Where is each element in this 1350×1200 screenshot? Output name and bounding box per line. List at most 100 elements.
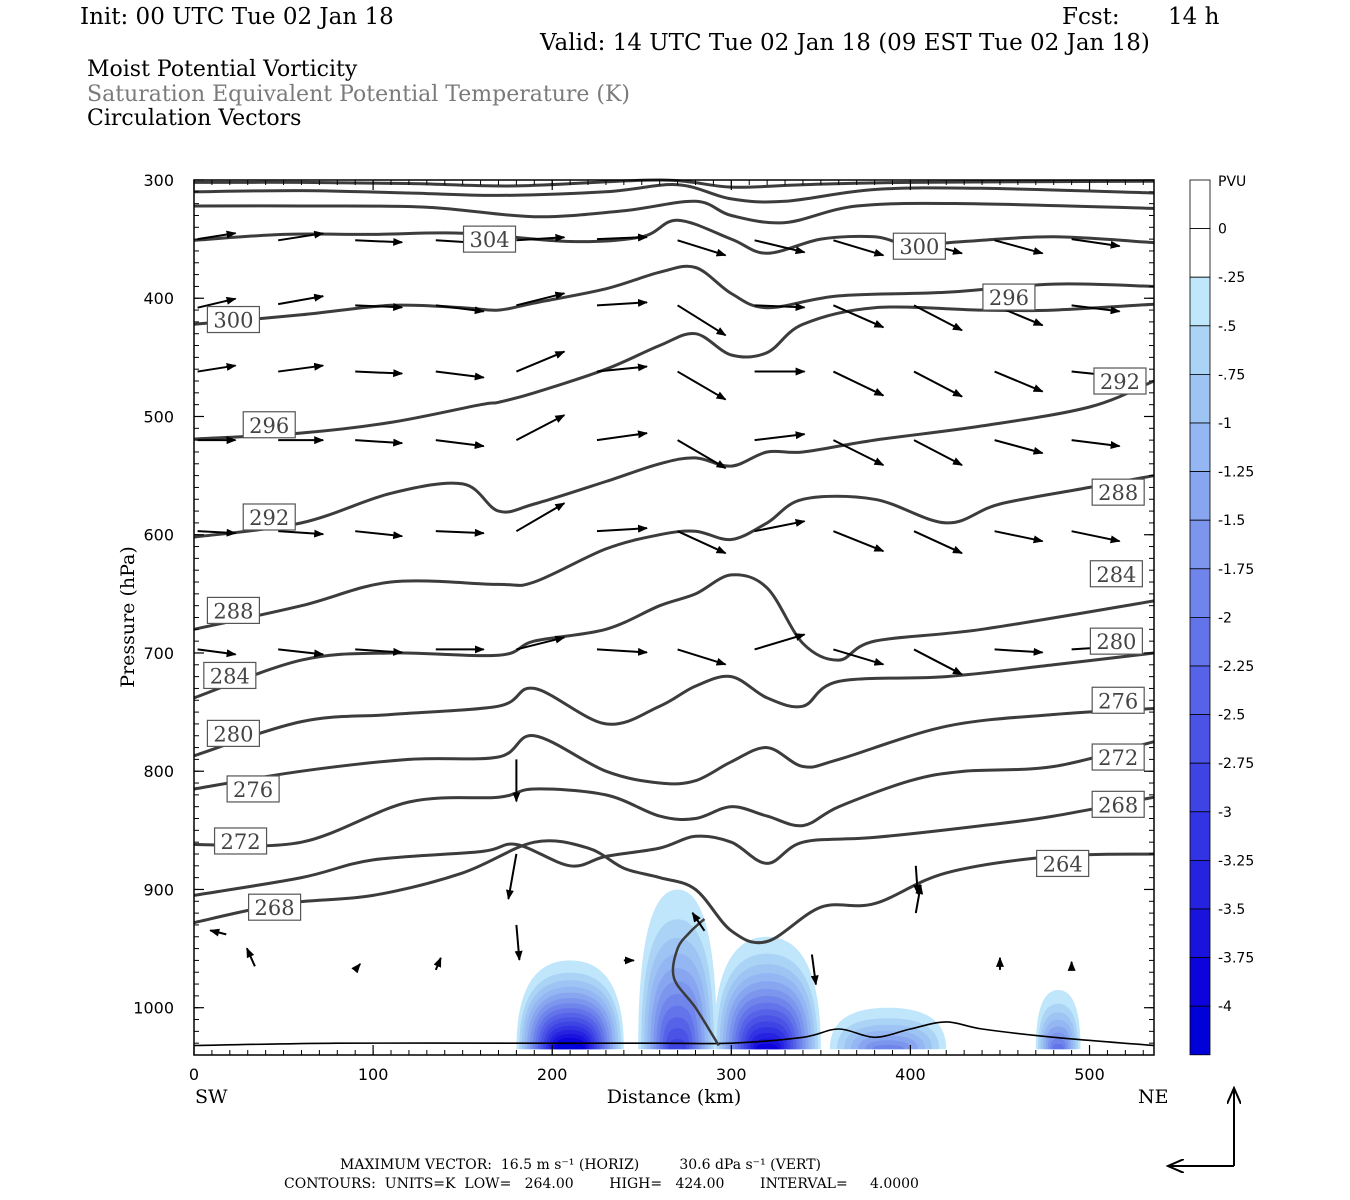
colorbar-label: -1: [1218, 416, 1232, 432]
isentrope-label: 264: [1036, 849, 1090, 878]
isentrope-label: 284: [203, 661, 257, 690]
isentrope-label: 296: [982, 283, 1036, 311]
colorbar-label: -1.25: [1218, 465, 1254, 481]
isentrope-label-text: 292: [1100, 370, 1140, 394]
isentrope-label-box: [1089, 627, 1143, 655]
isentrope-label: 292: [1093, 367, 1147, 395]
colorbar-swatch: [1189, 811, 1211, 861]
colorbar-unit: PVU: [1218, 174, 1246, 190]
isentrope-label: 272: [1091, 743, 1145, 771]
circulation-vector: [516, 233, 566, 242]
circulation-vector: [278, 230, 325, 242]
circulation-vector: [677, 648, 727, 666]
x-axis-label: Distance (km): [606, 1086, 742, 1108]
forecast-hour: 14 h: [1168, 4, 1220, 30]
valid-time: Valid: 14 UTC Tue 02 Jan 18 (09 EST Tue …: [540, 30, 1150, 56]
mpv-region: [516, 960, 624, 1050]
colorbar-swatch: [1189, 568, 1211, 618]
circulation-vector: [914, 884, 924, 914]
isentrope-label-box: [892, 232, 946, 260]
y-tick-label: 900: [143, 880, 174, 899]
isentrope-line: [193, 218, 1155, 255]
isentrope-label: 280: [206, 719, 261, 747]
colorbar-label: -2.75: [1218, 756, 1254, 772]
x-tick-label: 0: [189, 1065, 199, 1084]
isentrope-label: 268: [247, 893, 302, 921]
colorbar-label: -3.25: [1218, 853, 1254, 869]
circulation-vector: [994, 530, 1044, 544]
isentrope-label-box: [247, 893, 302, 921]
circulation-vector: [209, 928, 227, 937]
isentrope-label-text: 264: [1043, 852, 1083, 876]
isentrope-label: 284: [1089, 560, 1143, 588]
circulation-vector: [810, 954, 819, 986]
colorbar-swatch: [1189, 422, 1211, 472]
circulation-vector: [355, 369, 404, 378]
colorbar-swatch: [1189, 1005, 1211, 1056]
colorbar-label: -2.25: [1218, 659, 1254, 675]
isentrope-label-text: 304: [469, 228, 509, 252]
circulation-vector: [355, 438, 404, 447]
field-vectors-title: Circulation Vectors: [87, 106, 302, 131]
circulation-vector: [245, 947, 256, 967]
isentrope-label-text: 296: [249, 414, 289, 438]
circulation-vector: [677, 370, 727, 401]
isentrope-label-box: [982, 283, 1036, 311]
isentrope-label-box: [1091, 743, 1145, 771]
sw-end-label: SW: [195, 1086, 228, 1108]
colorbar-label: -1.75: [1218, 562, 1254, 578]
contours-note: CONTOURS: UNITS=K LOW= 264.00 HIGH= 424.…: [284, 1176, 919, 1192]
colorbar-label: -1.5: [1218, 513, 1245, 529]
mpv-shading-layer: [516, 889, 1081, 1050]
isentrope-label-text: 292: [249, 506, 289, 530]
isentrope-label: 276: [226, 775, 280, 803]
isentrope-label: 288: [1091, 478, 1145, 506]
colorbar-label: -.5: [1218, 319, 1236, 335]
colorbar-label: -.25: [1218, 270, 1245, 286]
colorbar: PVU 0 -.25 -.5 -.75 -1 -1.25 -1.5 -1.75 -2 -2.25 -2…: [1189, 174, 1254, 1056]
isentrope-label-text: 284: [1096, 563, 1136, 587]
isentrope-label-text: 300: [213, 309, 253, 333]
circulation-vector: [994, 370, 1044, 393]
isentrope-label-text: 280: [213, 722, 253, 746]
circulation-vector: [514, 924, 523, 961]
isentrope-line: [193, 264, 1155, 326]
isentrope-label-layer: 304 300 300 296 292 296 288 292 284 288 280 284 276 2…: [203, 225, 1147, 921]
plot-frame: 300 400 500 600 700 800 900 1000 0 100 200 300 400 50…: [133, 171, 1155, 1084]
circulation-vector: [691, 912, 706, 932]
mpv-fill-level: [559, 1045, 581, 1050]
isentrope-label: 292: [242, 503, 296, 531]
isentrope-label-box: [1091, 790, 1145, 818]
circulation-vector: [351, 963, 361, 974]
y-tick-label: 700: [143, 644, 174, 663]
circulation-vector: [994, 439, 1044, 455]
isentrope-label-text: 300: [899, 235, 939, 259]
isentrope-line: [193, 183, 1155, 204]
x-tick-label: 400: [895, 1065, 926, 1084]
y-tick-label: 500: [143, 407, 174, 426]
colorbar-swatch: [1189, 519, 1211, 570]
circulation-vector: [435, 439, 485, 449]
x-tick-label: 300: [716, 1065, 747, 1084]
init-time: Init: 00 UTC Tue 02 Jan 18: [80, 4, 394, 30]
isentrope-label-text: 268: [255, 896, 295, 920]
isentrope-label-box: [206, 305, 261, 334]
max-vector-note: MAXIMUM VECTOR: 16.5 m s⁻¹ (HORIZ) 30.6 …: [340, 1157, 822, 1173]
circulation-vector: [197, 363, 237, 373]
circulation-vector: [754, 239, 806, 255]
isentrope-label: 272: [213, 827, 268, 855]
circulation-vector: [435, 370, 485, 381]
circulation-vector: [596, 233, 648, 242]
circulation-vector: [833, 239, 885, 257]
circulation-vector: [754, 633, 806, 651]
colorbar-swatch: [1189, 908, 1211, 958]
circulation-vector: [677, 530, 727, 555]
mpv-fill-level: [1052, 1043, 1064, 1050]
x-tick-label: 200: [537, 1065, 568, 1084]
isentrope-label-text: 276: [233, 778, 273, 802]
circulation-vector: [832, 439, 885, 467]
y-tick-label: 400: [143, 289, 174, 308]
circulation-vector: [833, 530, 885, 553]
isentrope-label-box: [1091, 686, 1145, 714]
